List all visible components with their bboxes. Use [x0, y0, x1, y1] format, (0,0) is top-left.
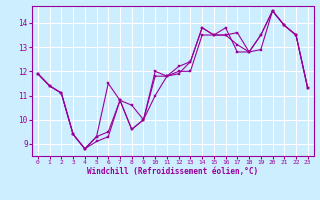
X-axis label: Windchill (Refroidissement éolien,°C): Windchill (Refroidissement éolien,°C)	[87, 167, 258, 176]
